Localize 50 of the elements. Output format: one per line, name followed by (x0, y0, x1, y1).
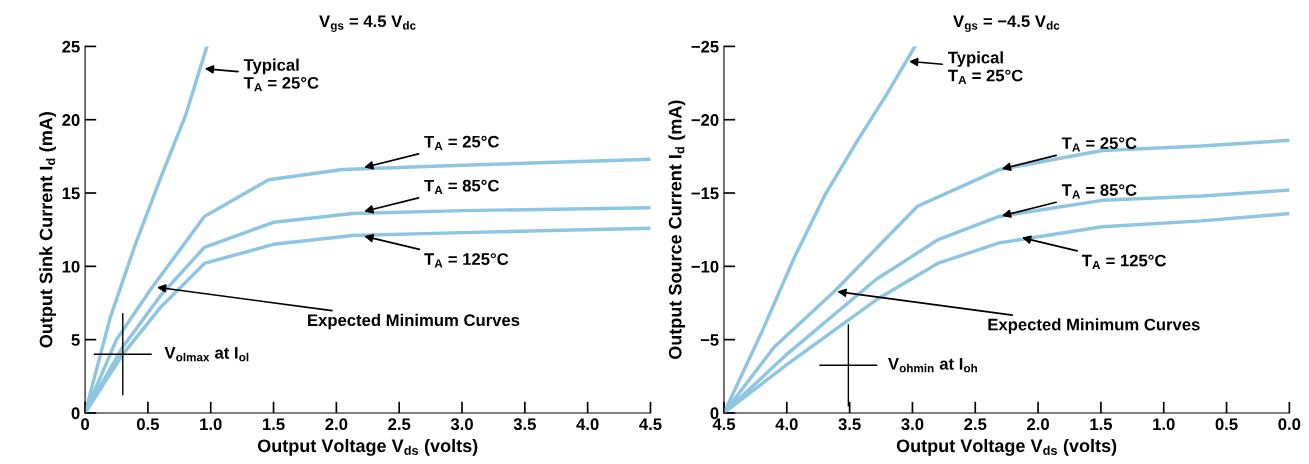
x-tick-label: 0 (81, 418, 90, 431)
x-tick-label: 4.0 (775, 418, 798, 431)
annotation: T$_{A}$ = 125°C (1081, 254, 1166, 269)
x-tick-label: 4.0 (576, 418, 599, 431)
annotation: T$_{A}$ = 85°C (1061, 184, 1137, 199)
x-tick-label: 2.0 (325, 418, 348, 431)
annotation: V$_{olmax}$ at I$_{ol}$ (164, 347, 249, 362)
annotation: T$_{A}$ = 25°C (1061, 137, 1137, 152)
x-tick-label: 0.0 (1278, 418, 1301, 431)
y-tick-label: −20 (691, 114, 719, 126)
annotation: Expected Minimum Curves (308, 313, 520, 330)
x-tick-label: 3.0 (450, 418, 473, 431)
y-tick-label: −25 (691, 40, 719, 53)
annotation: T$_{A}$ = 25°C (424, 135, 499, 151)
y-tick-label: −5 (700, 334, 719, 346)
annotation: V$_{ohmin}$ at I$_{oh}$ (888, 358, 978, 373)
x-tick-label: 2.5 (388, 418, 411, 431)
y-tick-label: 25 (62, 40, 80, 53)
annotation: T$_{A}$ = 125°C (424, 253, 509, 268)
y-tick-label: 5 (71, 334, 80, 346)
y-axis-title: Output Sink Current I$_{d}$ (mA) (39, 112, 56, 348)
annotation: T$_{A}$ = 85°C (424, 179, 499, 195)
x-tick-label: 2.5 (964, 418, 987, 431)
x-tick-label: 4.5 (712, 418, 736, 431)
y-tick-label: −15 (691, 187, 719, 200)
x-axis-title: Output Voltage V$_{ds}$ (volts) (896, 438, 1117, 456)
x-tick-label: 1.0 (200, 418, 222, 431)
x-tick-label: 1.5 (1090, 418, 1113, 431)
x-tick-label: 0.5 (1215, 418, 1238, 431)
x-tick-label: 0.5 (136, 418, 160, 431)
y-axis-title: Output Source Current I$_{d}$ (mA) (668, 100, 686, 360)
x-tick-label: 1.5 (263, 418, 285, 431)
annotation: Typical T$_{A}$ = 25°C (243, 58, 319, 92)
chart-title: V$_{gs}$ = 4.5 V$_{dc}$ (319, 15, 416, 33)
x-axis-title: Output Voltage V$_{ds}$ (volts) (257, 438, 478, 456)
y-tick-label: 15 (62, 187, 80, 200)
x-tick-label: 4.5 (639, 418, 662, 431)
x-tick-label: 2.0 (1027, 418, 1049, 431)
y-tick-label: 20 (62, 114, 80, 126)
x-tick-label: 1.0 (1153, 418, 1175, 431)
x-tick-label: 3.5 (513, 418, 536, 431)
x-tick-label: 3.0 (901, 418, 924, 431)
chart-title: V$_{gs}$ = −4.5 V$_{dc}$ (953, 15, 1060, 33)
annotation: Typical T$_{A}$ = 25°C (948, 51, 1023, 84)
annotation: Expected Minimum Curves (988, 318, 1200, 334)
y-tick-label: 0 (710, 407, 719, 420)
y-tick-label: 10 (62, 260, 80, 273)
y-tick-label: 0 (71, 407, 80, 420)
y-tick-label: −10 (691, 260, 719, 273)
x-tick-label: 3.5 (838, 418, 861, 431)
